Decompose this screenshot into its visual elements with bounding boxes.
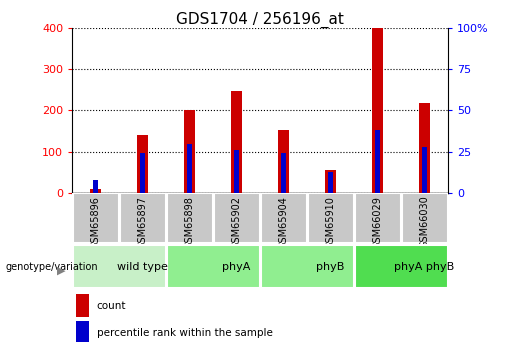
Title: GDS1704 / 256196_at: GDS1704 / 256196_at (176, 11, 344, 28)
Bar (307, 193, 354, 243)
Bar (375, 130, 381, 193)
Bar (140, 154, 145, 193)
Bar (234, 150, 239, 193)
Bar (372, 28, 384, 193)
Bar (354, 245, 448, 288)
Bar (184, 110, 196, 193)
Text: GSM66029: GSM66029 (372, 196, 383, 249)
Text: GSM65904: GSM65904 (279, 196, 288, 249)
Bar (324, 170, 336, 193)
Text: phyA: phyA (222, 262, 251, 272)
Text: wild type: wild type (117, 262, 168, 272)
Bar (278, 130, 289, 193)
Bar (354, 193, 401, 243)
Bar (166, 193, 213, 243)
Bar (93, 180, 98, 193)
Bar (73, 245, 166, 288)
Bar (422, 147, 427, 193)
Text: GSM66030: GSM66030 (420, 196, 430, 248)
Text: count: count (96, 300, 126, 310)
Bar (261, 193, 306, 243)
Bar (281, 154, 286, 193)
Bar (419, 103, 431, 193)
Text: GSM65898: GSM65898 (184, 196, 195, 249)
Bar (119, 193, 166, 243)
Text: percentile rank within the sample: percentile rank within the sample (96, 327, 272, 337)
Bar (231, 90, 243, 193)
Bar (136, 135, 148, 193)
Bar (166, 245, 260, 288)
Text: genotype/variation: genotype/variation (5, 262, 98, 272)
Bar (328, 172, 333, 193)
Bar (76, 294, 90, 317)
Text: GSM65897: GSM65897 (138, 196, 148, 249)
Text: GSM65896: GSM65896 (91, 196, 100, 249)
Bar (402, 193, 448, 243)
Bar (73, 193, 118, 243)
Text: GSM65902: GSM65902 (232, 196, 242, 249)
Text: phyA phyB: phyA phyB (394, 262, 455, 272)
Bar (214, 193, 260, 243)
Bar (261, 245, 354, 288)
Bar (90, 189, 101, 193)
Text: GSM65910: GSM65910 (325, 196, 336, 249)
Bar (76, 321, 90, 344)
Bar (187, 144, 193, 193)
Text: ▶: ▶ (57, 266, 65, 276)
Text: phyB: phyB (316, 262, 345, 272)
